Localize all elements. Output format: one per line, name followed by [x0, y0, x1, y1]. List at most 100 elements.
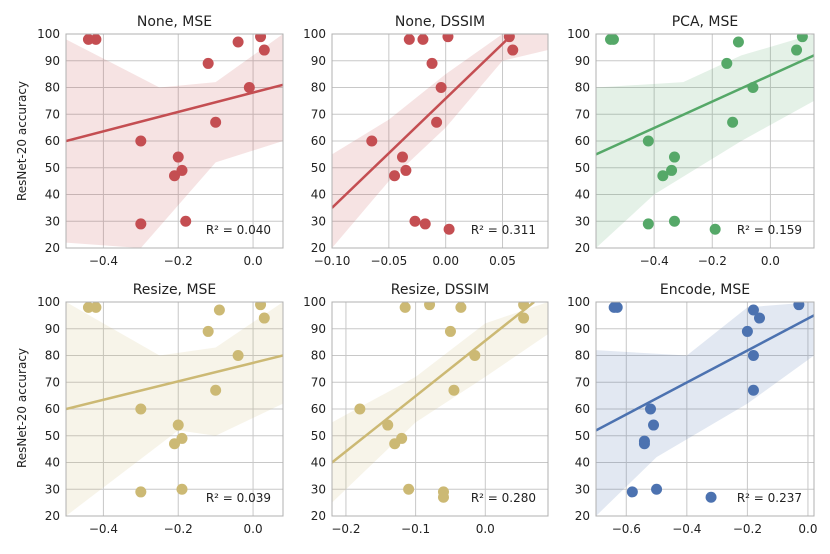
- data-point: [668, 151, 680, 163]
- plot-area: [596, 34, 814, 248]
- confidence-band: [596, 34, 814, 248]
- x-tick-label: −0.05: [370, 254, 407, 268]
- y-tick-label: 70: [575, 375, 590, 389]
- data-point: [389, 170, 401, 182]
- data-point: [135, 218, 147, 230]
- panel-5: Resize, DSSIM 20 30 40 50 60 70 80 90 100 −0.2 −0.1…: [303, 282, 549, 536]
- data-point: [176, 164, 188, 176]
- x-tick-label: −0.2: [164, 254, 193, 268]
- data-point: [202, 325, 214, 337]
- y-tick-label: 30: [575, 214, 590, 228]
- y-tick-label: 20: [45, 509, 60, 523]
- data-point: [721, 57, 733, 69]
- y-tick-label: 100: [37, 27, 60, 41]
- y-tick-label: 40: [311, 456, 326, 470]
- y-tick-label: 50: [575, 429, 590, 443]
- y-tick-label: 100: [567, 27, 590, 41]
- data-point: [709, 223, 721, 235]
- data-point: [666, 164, 678, 176]
- data-point: [793, 302, 805, 311]
- data-point: [176, 483, 188, 495]
- panel-4: Resize, MSE 20 30 40 50 60 70 80 90 100 −0.4 −0.2 0.…: [37, 282, 284, 536]
- chart-title: PCA, MSE: [672, 14, 739, 30]
- data-point: [607, 34, 619, 45]
- y-tick-label: 100: [567, 295, 590, 309]
- y-tick-label: 30: [575, 482, 590, 496]
- data-point: [403, 483, 415, 495]
- y-tick-label: 90: [45, 54, 60, 68]
- data-point: [172, 419, 184, 431]
- x-tick-label: 0.0: [244, 522, 263, 536]
- r-squared-label: R² = 0.039: [206, 491, 271, 505]
- data-point: [399, 302, 411, 313]
- plot-frame: [331, 301, 549, 517]
- x-tick-label: −0.2: [698, 254, 727, 268]
- y-tick-label: 30: [311, 482, 326, 496]
- plot-area: [332, 302, 548, 503]
- y-tick-label: 50: [575, 161, 590, 175]
- data-point: [626, 486, 638, 498]
- y-tick-label: 40: [45, 456, 60, 470]
- plot-frame: [331, 33, 549, 249]
- data-point: [176, 432, 188, 444]
- data-point: [202, 57, 214, 69]
- y-tick-label: 60: [311, 134, 326, 148]
- data-point: [648, 419, 660, 431]
- data-point: [747, 384, 759, 396]
- y-tick-label: 60: [575, 402, 590, 416]
- data-point: [135, 135, 147, 147]
- x-tick-label: −0.4: [89, 522, 118, 536]
- y-tick-label: 50: [311, 161, 326, 175]
- data-point: [431, 116, 443, 128]
- y-tick-label: 100: [303, 295, 326, 309]
- data-point: [518, 312, 530, 324]
- data-point: [243, 82, 255, 93]
- regression-line: [66, 354, 283, 411]
- regression-line: [66, 83, 283, 143]
- x-tick-label: −0.4: [640, 254, 669, 268]
- data-point: [354, 403, 366, 415]
- data-point: [417, 34, 429, 45]
- y-tick-label: 80: [45, 349, 60, 363]
- data-point: [213, 304, 225, 316]
- data-point: [469, 350, 481, 361]
- data-point: [90, 302, 102, 313]
- data-point: [442, 34, 454, 43]
- data-point: [796, 34, 808, 43]
- x-tick-label: −0.4: [672, 522, 701, 536]
- data-point: [255, 34, 267, 43]
- data-point: [638, 435, 650, 447]
- x-tick-label: −0.10: [314, 254, 351, 268]
- plot-frame: [65, 301, 284, 517]
- r-squared-label: R² = 0.280: [471, 491, 536, 505]
- data-point: [727, 116, 739, 128]
- plot-area: [596, 302, 814, 516]
- y-tick-label: 70: [575, 107, 590, 121]
- data-point: [645, 403, 656, 415]
- data-point: [657, 170, 669, 182]
- y-tick-label: 20: [311, 509, 326, 523]
- data-point: [747, 350, 759, 361]
- y-axis-label-top: ResNet-20 accuracy: [15, 81, 29, 201]
- x-tick-label: −0.6: [612, 522, 641, 536]
- data-point: [135, 403, 147, 415]
- regression-line: [596, 54, 814, 156]
- data-point: [642, 135, 654, 147]
- data-point: [747, 304, 759, 316]
- chart-title: None, MSE: [137, 14, 212, 30]
- y-tick-label: 100: [303, 27, 326, 41]
- plot-area: [332, 34, 548, 248]
- y-tick-label: 30: [45, 214, 60, 228]
- regression-line: [596, 314, 814, 432]
- regression-line: [332, 34, 514, 209]
- x-tick-label: −0.2: [331, 522, 360, 536]
- data-point: [232, 36, 244, 48]
- data-point: [255, 302, 267, 311]
- x-tick-label: 0.0: [476, 522, 495, 536]
- y-axis-label-bottom: ResNet-20 accuracy: [15, 348, 29, 468]
- y-tick-label: 60: [45, 134, 60, 148]
- y-tick-label: 20: [45, 241, 60, 255]
- data-point: [791, 44, 803, 56]
- data-point: [172, 151, 184, 163]
- data-point: [443, 223, 455, 235]
